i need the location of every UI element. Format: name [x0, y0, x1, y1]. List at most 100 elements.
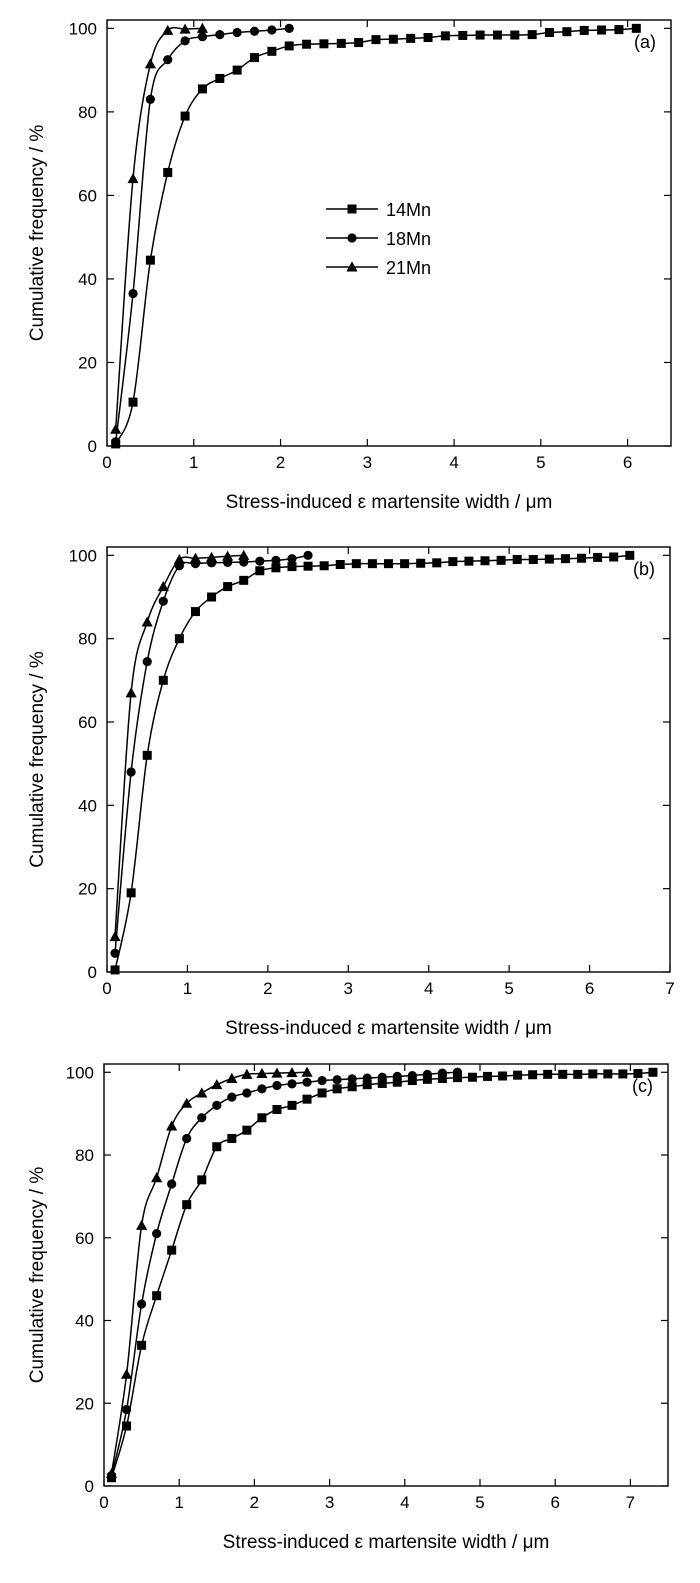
- x-tick-label: 2: [263, 979, 272, 998]
- data-point: [579, 25, 589, 35]
- legend-marker: [347, 204, 357, 214]
- series-18Mn: [111, 23, 294, 447]
- data-point: [492, 30, 502, 40]
- x-tick-label: 1: [183, 979, 192, 998]
- data-point: [222, 550, 234, 561]
- data-point: [354, 38, 364, 48]
- data-point: [603, 1069, 613, 1079]
- data-point: [336, 38, 346, 48]
- data-point: [197, 1175, 207, 1185]
- data-point: [287, 554, 297, 564]
- data-point: [173, 553, 185, 564]
- series-line: [110, 1071, 308, 1474]
- data-point: [151, 1172, 163, 1183]
- panel-label: (b): [633, 559, 655, 579]
- data-point: [238, 549, 250, 560]
- data-point: [286, 1067, 298, 1078]
- data-point: [109, 930, 121, 942]
- data-point: [110, 948, 120, 958]
- y-axis-title: Cumulative frequency / %: [27, 125, 48, 342]
- series-21Mn: [110, 22, 209, 434]
- y-tick-label: 100: [69, 19, 97, 38]
- data-point: [137, 1299, 147, 1309]
- data-point: [407, 1076, 417, 1086]
- data-point: [392, 1077, 402, 1087]
- data-point: [317, 1075, 327, 1086]
- data-point: [249, 26, 260, 36]
- data-point: [271, 563, 281, 573]
- data-point: [167, 1179, 177, 1189]
- data-point: [362, 1080, 372, 1090]
- data-point: [388, 34, 398, 44]
- data-point: [377, 1078, 387, 1088]
- data-point: [437, 1068, 447, 1078]
- y-tick-label: 0: [88, 963, 97, 982]
- y-tick-label: 60: [78, 713, 97, 732]
- y-tick-label: 80: [75, 1146, 94, 1165]
- y-tick-label: 0: [88, 437, 97, 456]
- data-point: [239, 575, 249, 585]
- series-line: [115, 27, 637, 445]
- data-point: [267, 46, 277, 56]
- data-point: [347, 1082, 357, 1092]
- data-point: [205, 551, 218, 562]
- data-point: [128, 288, 138, 299]
- data-point: [180, 111, 190, 121]
- panel-label: (c): [632, 1076, 653, 1096]
- data-point: [126, 767, 136, 777]
- data-point: [136, 1219, 148, 1230]
- data-point: [226, 1072, 238, 1083]
- x-tick-label: 5: [504, 979, 513, 998]
- y-tick-label: 20: [78, 353, 97, 372]
- data-point: [110, 423, 122, 434]
- data-point: [371, 35, 381, 45]
- data-point: [121, 1404, 132, 1415]
- data-point: [347, 1074, 357, 1084]
- data-point: [467, 1072, 477, 1082]
- data-point: [422, 1069, 432, 1079]
- series-21Mn: [109, 549, 250, 942]
- data-point: [142, 656, 152, 667]
- data-point: [631, 23, 641, 33]
- y-tick-label: 0: [85, 1477, 94, 1496]
- data-point: [303, 561, 313, 571]
- plot-frame: [106, 19, 672, 447]
- data-point: [407, 1070, 417, 1081]
- y-tick-label: 40: [78, 270, 97, 289]
- data-point: [648, 1067, 658, 1077]
- y-axis-title: Cumulative frequency / %: [27, 1167, 48, 1384]
- series-line: [114, 554, 244, 937]
- data-point: [483, 1071, 493, 1081]
- series-18Mn: [110, 550, 313, 958]
- data-point: [406, 33, 416, 43]
- x-tick-label: 5: [536, 453, 545, 472]
- data-point: [257, 1113, 267, 1123]
- data-point: [319, 561, 329, 571]
- data-point: [232, 65, 242, 75]
- data-point: [257, 1084, 267, 1094]
- data-point: [562, 27, 572, 37]
- x-tick-label: 7: [626, 1493, 635, 1512]
- data-point: [625, 550, 635, 560]
- data-point: [618, 1069, 628, 1079]
- data-point: [212, 1100, 222, 1110]
- data-point: [609, 552, 619, 562]
- chart-panel-c: 0 1 2 3 4 5 6 7 0 20 40 60 80 100 Stress-induced ε mar…: [27, 1063, 669, 1553]
- data-point: [496, 555, 506, 565]
- data-point: [167, 1245, 177, 1255]
- data-point: [416, 558, 426, 568]
- data-point: [152, 1229, 162, 1239]
- data-point: [512, 555, 522, 564]
- series-14Mn: [110, 550, 635, 975]
- data-point: [284, 23, 294, 33]
- y-tick-label: 80: [78, 630, 97, 649]
- data-point: [544, 554, 554, 564]
- data-point: [227, 1133, 237, 1143]
- y-tick-label: 80: [78, 103, 97, 122]
- data-point: [196, 1087, 208, 1098]
- plot-frame: [103, 1063, 669, 1487]
- data-point: [242, 1088, 252, 1098]
- data-point: [452, 1073, 462, 1083]
